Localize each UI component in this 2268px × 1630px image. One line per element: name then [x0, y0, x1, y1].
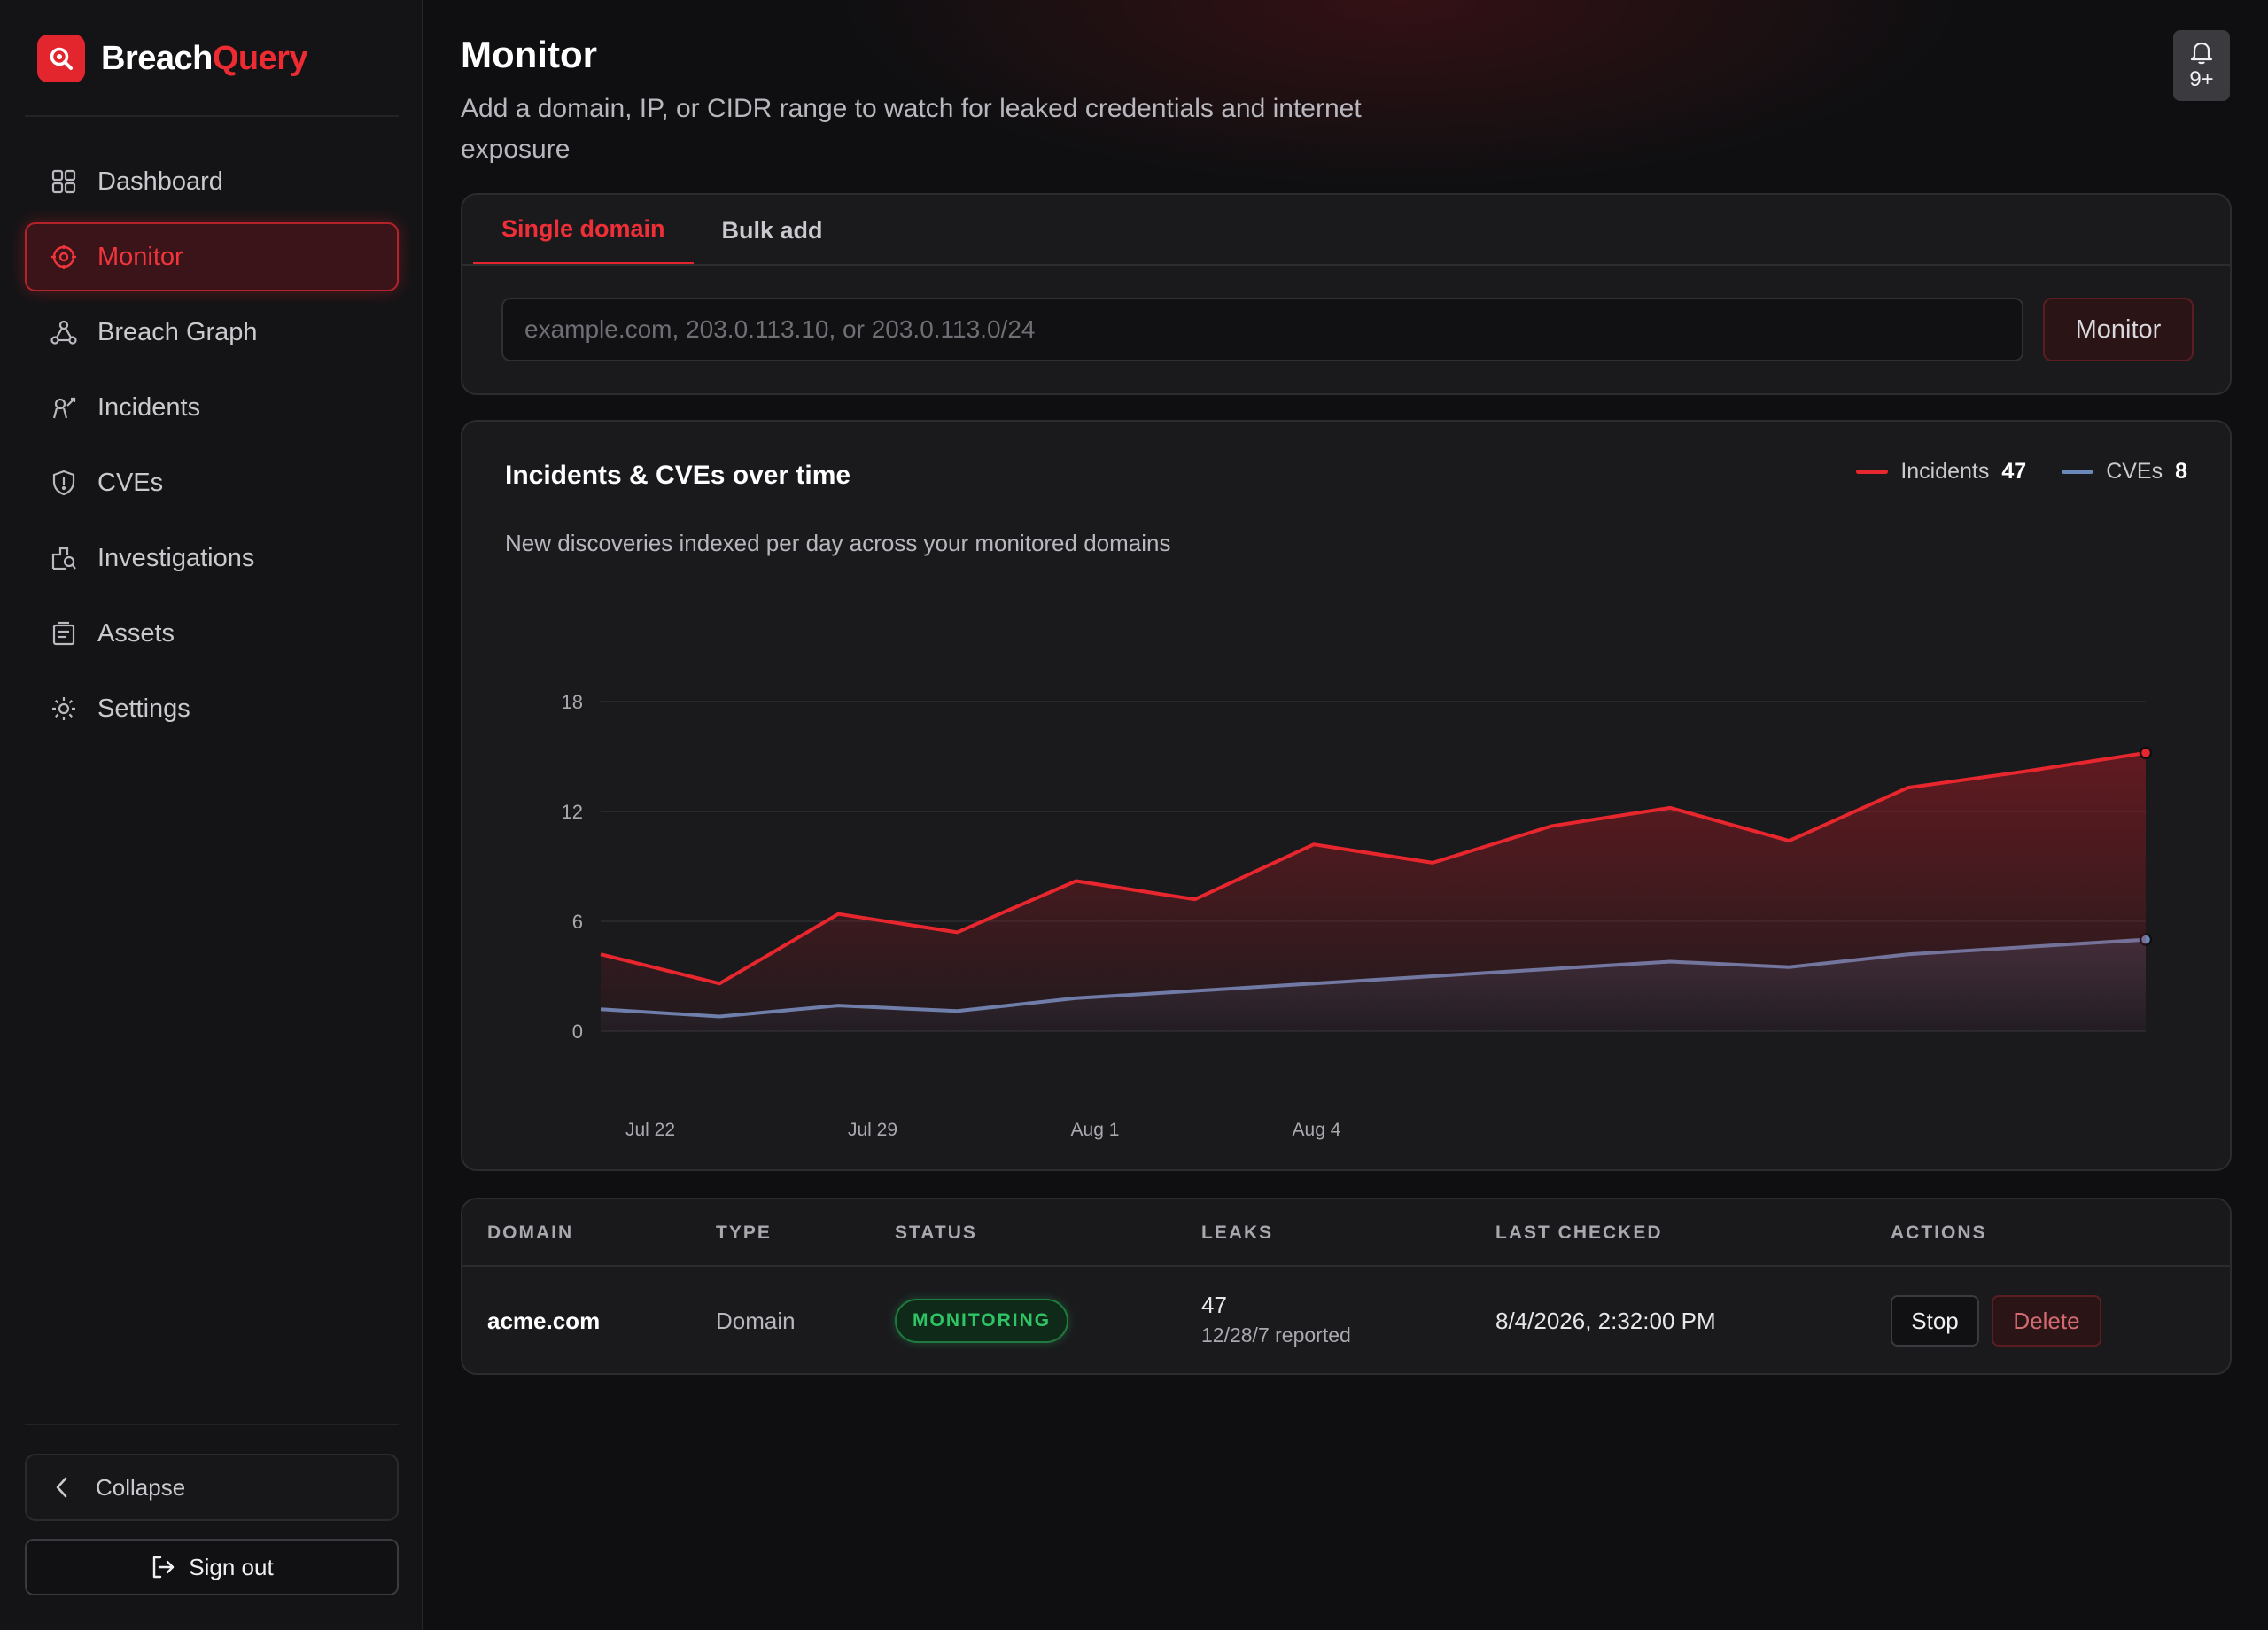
cell-leaks-count: 47: [1201, 1292, 1227, 1318]
brand-name-part2: Query: [212, 39, 308, 77]
settings-icon: [52, 697, 75, 720]
y-tick-label: 18: [562, 691, 583, 713]
legend-total: 8: [2175, 459, 2187, 484]
sidebar-item-label: Breach Graph: [97, 317, 258, 346]
series-area-incidents: [601, 752, 2146, 1031]
target-icon: [51, 244, 76, 269]
chart-axis-labels: 0 6 12 18 Jul 22 Jul 29 Aug 1 Aug 4: [562, 691, 1341, 1140]
domain-input[interactable]: [501, 298, 2023, 361]
sidebar-item-label: Incidents: [97, 392, 201, 422]
chevron-left-icon: [56, 1477, 67, 1498]
cell-leaks-detail: 12/28/7 reported: [1201, 1323, 1351, 1347]
brand-name-part1: Breach: [101, 39, 213, 77]
chart-subtitle: New discoveries indexed per day across y…: [505, 530, 1171, 556]
column-header-status[interactable]: STATUS: [895, 1222, 977, 1243]
sign-out-label: Sign out: [189, 1553, 274, 1580]
sidebar-item-breach-graph[interactable]: Breach Graph: [25, 298, 399, 367]
sidebar-item-label: Settings: [97, 694, 190, 723]
sidebar-item-label: Monitor: [97, 242, 183, 271]
graph-icon: [50, 320, 77, 345]
add-mode-tabs: Single domain Bulk add: [473, 195, 851, 266]
brand-logo[interactable]: BreachQuery: [37, 34, 308, 83]
brand-name: BreachQuery: [101, 39, 308, 78]
y-tick-label: 12: [562, 801, 583, 823]
sidebar-item-investigations[interactable]: Investigations: [25, 524, 399, 593]
bell-icon: [2190, 42, 2213, 65]
divider: [462, 264, 2230, 266]
delete-button[interactable]: Delete: [1992, 1295, 2101, 1347]
chart-series: [600, 746, 2153, 1031]
dashboard-icon: [51, 169, 76, 194]
sidebar-item-label: Assets: [97, 618, 175, 648]
notifications-button[interactable]: 9+: [2173, 30, 2230, 101]
tab-single-domain[interactable]: Single domain: [473, 195, 694, 266]
sidebar-item-dashboard[interactable]: Dashboard: [25, 147, 399, 216]
y-tick-label: 6: [572, 911, 583, 933]
column-header-actions: ACTIONS: [1891, 1222, 1987, 1243]
page-subtitle: Add a domain, IP, or CIDR range to watch…: [461, 94, 1362, 164]
logo-icon: [37, 35, 85, 82]
sidebar-item-incidents[interactable]: Incidents: [25, 373, 399, 442]
collapse-button[interactable]: Collapse: [25, 1454, 399, 1521]
notification-count: 9+: [2189, 67, 2214, 91]
investigations-icon: [51, 547, 76, 570]
sidebar-item-cves[interactable]: CVEs: [25, 448, 399, 517]
sign-out-button[interactable]: Sign out: [25, 1539, 399, 1595]
page-title: Monitor: [461, 34, 597, 75]
sidebar-item-label: CVEs: [97, 468, 164, 497]
add-target-card: Single domain Bulk add Monitor: [461, 193, 2232, 395]
tab-bulk-add[interactable]: Bulk add: [721, 216, 823, 244]
column-header-type[interactable]: TYPE: [716, 1222, 772, 1243]
divider: [25, 115, 399, 117]
chart-title: Incidents & CVEs over time: [505, 461, 851, 490]
chart-plot: 0 6 12 18 Jul 22 Jul 29 Aug 1 Aug 4: [562, 691, 2153, 1140]
sidebar: BreachQuery Dashboard Monitor Breach Gra…: [0, 0, 423, 1630]
y-tick-label: 0: [572, 1021, 583, 1043]
chart-legend: Incidents 47 CVEs 8: [1856, 459, 2187, 485]
sidebar-nav: Dashboard Monitor Breach Graph Incidents: [25, 147, 399, 749]
cell-type: Domain: [716, 1308, 796, 1334]
stop-button[interactable]: Stop: [1891, 1295, 1979, 1347]
monitor-submit-button[interactable]: Monitor: [2043, 298, 2194, 361]
sidebar-item-label: Investigations: [97, 543, 255, 572]
monitored-targets-table: DOMAIN TYPE STATUS LEAKS LAST CHECKED AC…: [461, 1198, 2232, 1375]
legend-swatch: [1856, 470, 1889, 474]
sidebar-item-assets[interactable]: Assets: [25, 599, 399, 668]
column-header-last-checked[interactable]: LAST CHECKED: [1495, 1222, 1663, 1243]
status-badge: MONITORING: [895, 1299, 1069, 1343]
shield-icon: [52, 470, 75, 496]
sidebar-item-monitor[interactable]: Monitor: [25, 222, 399, 291]
legend-label: CVEs: [2106, 459, 2163, 484]
series-line-incidents[interactable]: [600, 750, 2147, 986]
sidebar-item-label: Dashboard: [97, 167, 223, 196]
legend-label: Incidents: [1900, 459, 1990, 484]
divider: [25, 1424, 399, 1425]
column-header-domain[interactable]: DOMAIN: [487, 1222, 574, 1243]
column-header-leaks[interactable]: LEAKS: [1201, 1222, 1274, 1243]
collapse-label: Collapse: [96, 1473, 186, 1501]
x-tick-label: Aug 1: [1071, 1120, 1120, 1140]
legend-item-incidents[interactable]: Incidents 47: [1856, 459, 2026, 485]
x-tick-label: Jul 29: [848, 1120, 897, 1140]
chart-card: Incidents & CVEs over time New discoveri…: [461, 420, 2232, 1171]
x-tick-label: Aug 4: [1293, 1120, 1341, 1140]
cell-last-checked: 8/4/2026, 2:32:00 PM: [1495, 1308, 1716, 1334]
legend-total: 47: [2001, 459, 2027, 484]
sign-out-icon: [153, 1556, 175, 1579]
legend-swatch: [2062, 470, 2094, 474]
x-tick-label: Jul 22: [625, 1120, 675, 1140]
legend-item-cves[interactable]: CVEs 8: [2062, 459, 2187, 485]
incidents-icon: [52, 397, 76, 419]
series-endpoint-incidents[interactable]: [2139, 746, 2153, 760]
table-header: DOMAIN TYPE STATUS LEAKS LAST CHECKED AC…: [462, 1199, 2230, 1267]
sidebar-item-settings[interactable]: Settings: [25, 674, 399, 743]
assets-icon: [52, 621, 75, 646]
cell-domain[interactable]: acme.com: [487, 1308, 601, 1334]
